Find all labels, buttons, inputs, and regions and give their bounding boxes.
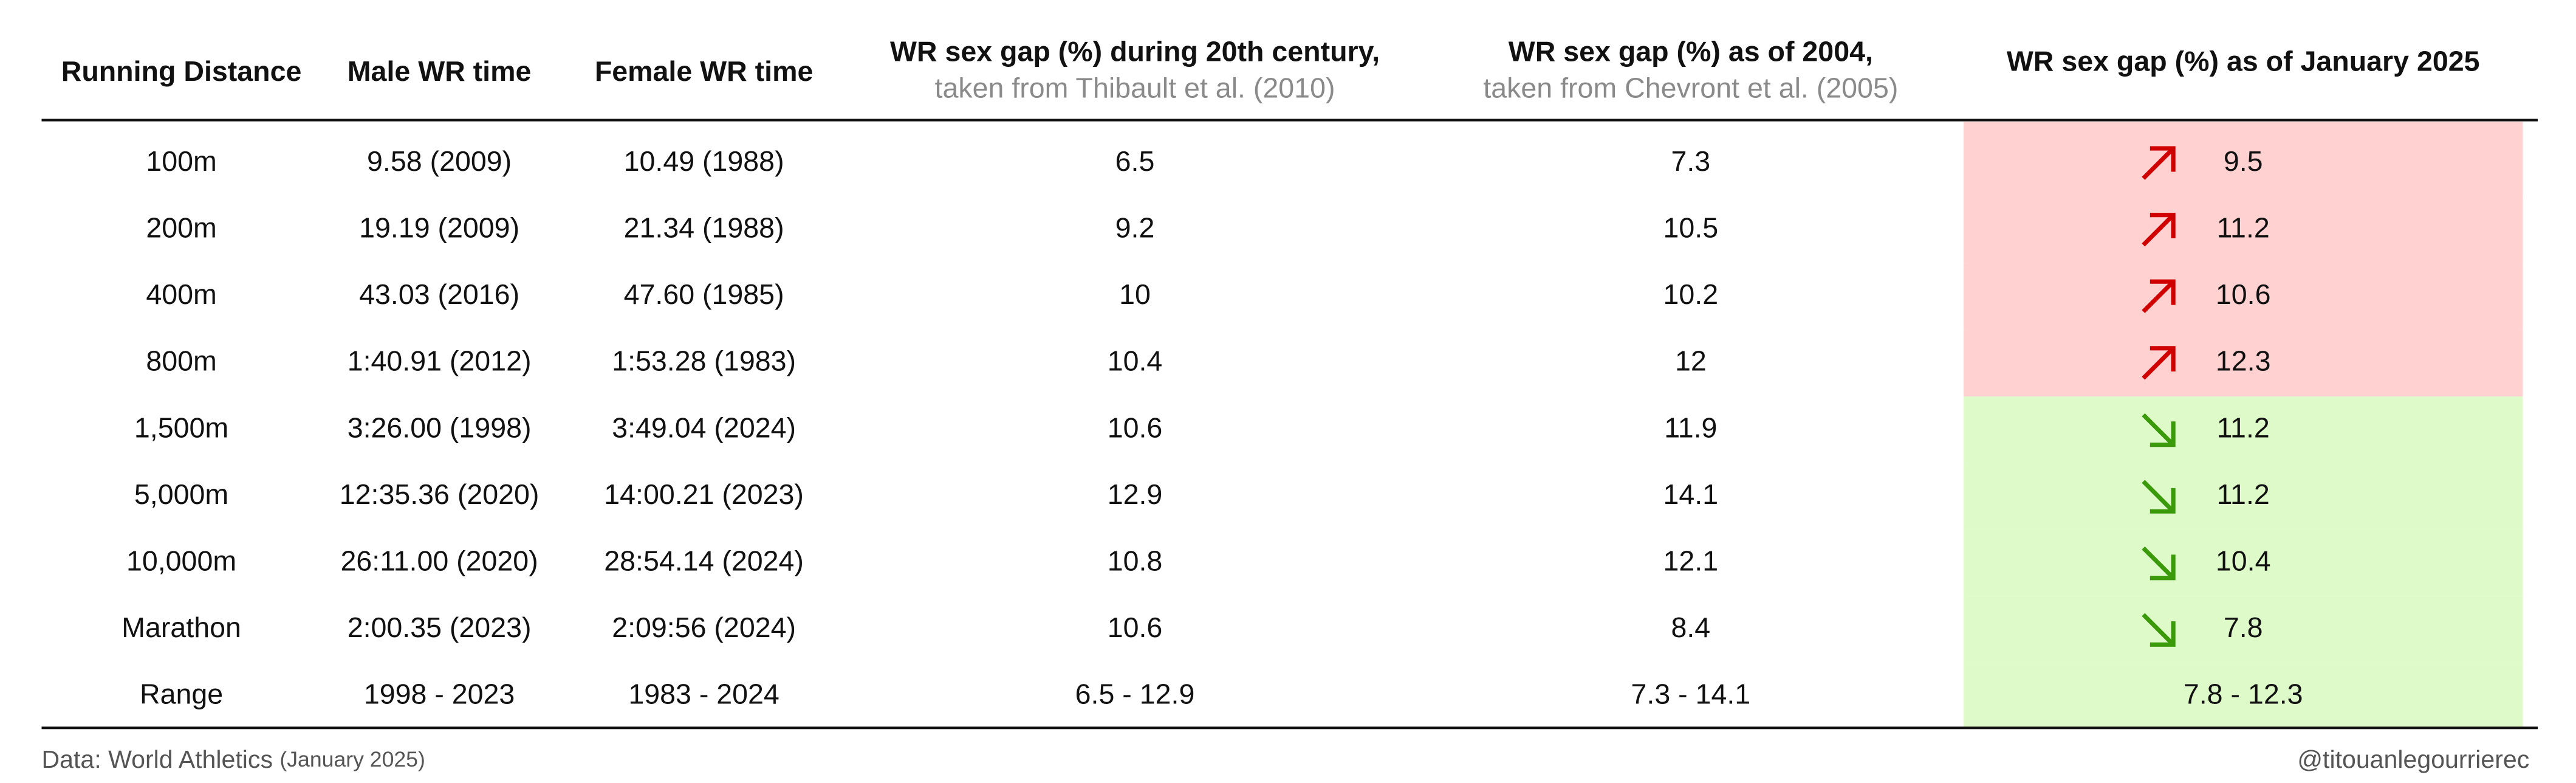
cell: Range [140,678,223,710]
cell: 21.34 (1988) [624,212,784,244]
cell: 9.2 [1115,212,1155,244]
cell: 12 [1675,345,1707,377]
column-header: WR sex gap (%) during 20th century, [890,35,1380,67]
cell-highlight [1964,596,2523,663]
cell: 200m [146,212,216,244]
column-subheader: taken from Thibault et al. (2010) [935,72,1335,104]
column-header: WR sex gap (%) as of January 2025 [2007,46,2480,77]
cell: 6.5 [1115,145,1155,177]
cell: 12.1 [1663,545,1719,576]
cell: 11.2 [2217,412,2270,443]
cell-highlight [1964,122,2523,197]
cell: 7.8 - 12.3 [2184,678,2303,710]
cell: 11.2 [2217,212,2270,244]
cell: 1983 - 2024 [628,678,779,710]
cell: 1:53.28 (1983) [612,345,796,377]
cell: 12.9 [1108,478,1163,510]
cell: 8.4 [1671,612,1710,643]
cell: 43.03 (2016) [359,278,519,310]
trend-arrow [2142,146,2176,180]
cell: 7.3 - 14.1 [1631,678,1751,710]
source-text: Data: World Athletics [41,745,273,773]
cell: 10,000m [126,545,236,576]
cell: 10.8 [1108,545,1163,576]
cell: 7.8 [2224,612,2263,643]
cell: 10.6 [1108,612,1163,643]
cell-highlight [1964,396,2523,463]
source-date: (January 2025) [279,747,425,771]
cell-highlight [1964,263,2523,330]
cell: 19.19 (2009) [359,212,519,244]
cell: 3:26.00 (1998) [348,412,532,443]
trend-arrow [2142,279,2176,314]
trend-arrow [2142,546,2176,581]
cell: 1:40.91 (2012) [348,345,532,377]
trend-arrow [2142,480,2176,514]
cell: 11.9 [1664,412,1717,443]
cell-highlight [1964,329,2523,397]
cell: 11.2 [2217,478,2270,510]
cell-highlight [1964,529,2523,596]
cell: 10.5 [1663,212,1719,244]
cell: 400m [146,278,216,310]
column-header: WR sex gap (%) as of 2004, [1509,35,1873,67]
cell: 9.5 [2224,145,2263,177]
cell: 5,000m [134,478,228,510]
column-header: Female WR time [595,55,814,87]
cell: 10.4 [2216,545,2271,576]
cell: 12.3 [2216,345,2271,377]
trend-arrow [2142,346,2176,380]
trend-arrow [2142,413,2176,447]
cell: 1998 - 2023 [364,678,515,710]
cell: 10.6 [2216,278,2271,310]
cell: 6.5 - 12.9 [1075,678,1195,710]
cell: 2:09:56 (2024) [612,612,796,643]
cell: 9.58 (2009) [367,145,512,177]
trend-arrow [2142,613,2176,647]
cell: 10.2 [1663,278,1719,310]
cell: 26:11.00 (2020) [340,545,538,576]
cell: 3:49.04 (2024) [612,412,796,443]
column-header: Male WR time [348,55,532,87]
cell: 47.60 (1985) [624,278,784,310]
cell: 100m [146,145,216,177]
cell: 10 [1119,278,1151,310]
column-subheader: taken from Chevront et al. (2005) [1483,72,1898,104]
cell-highlight [1964,196,2523,264]
cell: 10.4 [1108,345,1163,377]
cell-highlight [1964,663,2523,728]
cell: 1,500m [134,412,228,443]
cell-highlight [1964,463,2523,530]
cell: 2:00.35 (2023) [348,612,532,643]
cell: 10.6 [1108,412,1163,443]
cell: 14:00.21 (2023) [604,478,804,510]
cell: 7.3 [1671,145,1710,177]
trend-arrow [2142,213,2176,247]
cell: 14.1 [1663,478,1719,510]
source: Data: World Athletics (January 2025) [41,745,425,773]
cell: 12:35.36 (2020) [340,478,540,510]
cell: 800m [146,345,216,377]
cell: 10.49 (1988) [624,145,784,177]
cell: 28:54.14 (2024) [604,545,804,576]
column-header: Running Distance [61,55,302,87]
cell: Marathon [122,612,241,643]
credit: @titouanlegourrierec [2297,745,2529,773]
